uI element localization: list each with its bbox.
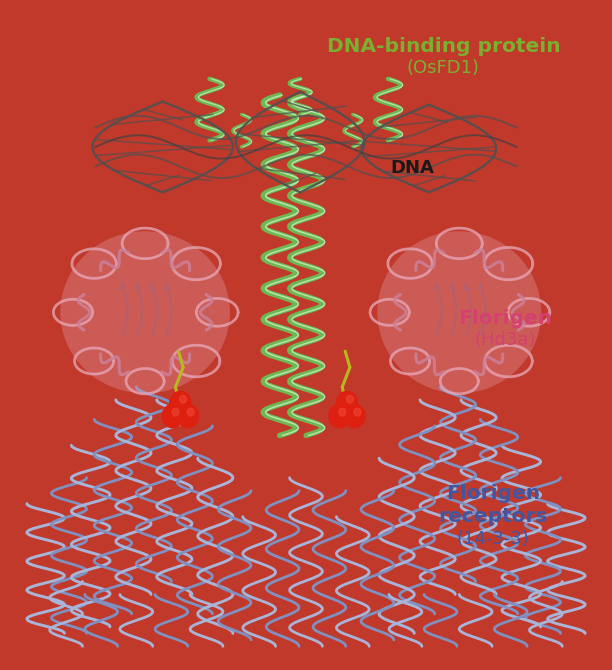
Circle shape <box>339 408 346 416</box>
Text: (OsFD1): (OsFD1) <box>407 59 480 77</box>
Circle shape <box>172 408 179 416</box>
Circle shape <box>187 408 194 416</box>
Text: (Hd3a): (Hd3a) <box>474 331 536 349</box>
Ellipse shape <box>378 231 541 393</box>
Text: DNA-binding protein: DNA-binding protein <box>327 37 561 56</box>
Text: receptors: receptors <box>438 507 548 526</box>
Circle shape <box>337 391 357 415</box>
Text: Florigen: Florigen <box>446 484 540 503</box>
Circle shape <box>180 395 187 403</box>
Circle shape <box>329 405 350 427</box>
Circle shape <box>346 395 353 403</box>
Ellipse shape <box>60 231 230 393</box>
Circle shape <box>344 405 365 427</box>
Circle shape <box>177 405 198 427</box>
Circle shape <box>354 408 361 416</box>
Circle shape <box>170 391 191 415</box>
Text: DNA: DNA <box>391 159 435 177</box>
Text: (14-3-3): (14-3-3) <box>457 530 529 547</box>
Circle shape <box>162 405 183 427</box>
Text: Florigen: Florigen <box>458 310 552 328</box>
